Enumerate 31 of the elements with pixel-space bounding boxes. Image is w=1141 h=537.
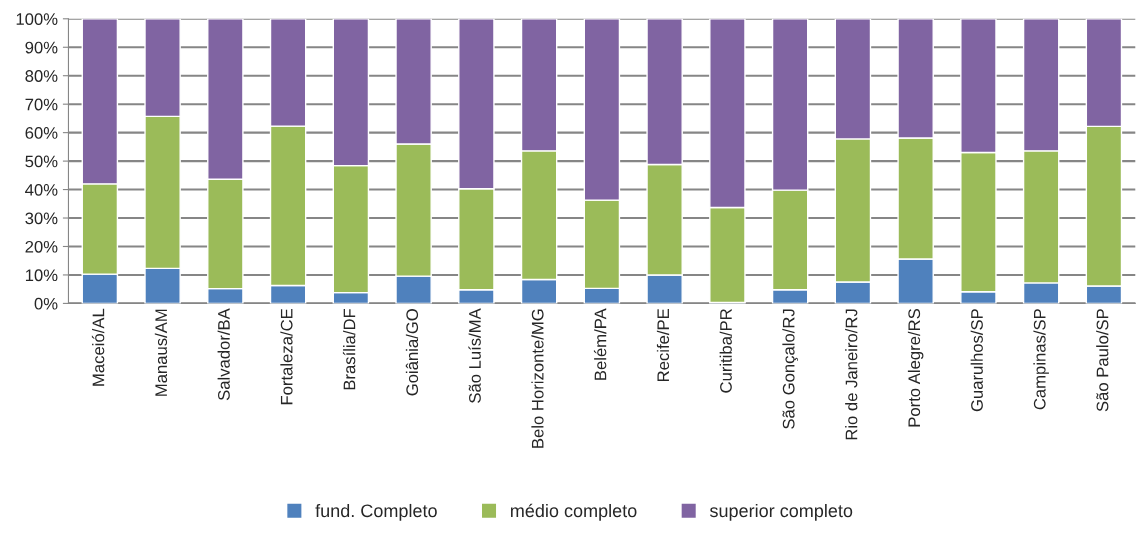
x-tick-label: Fortaleza/CE bbox=[280, 308, 293, 405]
x-tick-label: Curitiba/PR bbox=[719, 309, 732, 393]
x-tick-label: São Luís/MA bbox=[468, 308, 481, 403]
y-tick-label: 90% bbox=[25, 41, 58, 54]
y-tick-label: 70% bbox=[25, 98, 58, 111]
y-tick-label: 30% bbox=[25, 212, 58, 225]
y-tick-label: 80% bbox=[25, 70, 58, 82]
x-tick-label: Brasília/DF bbox=[342, 308, 356, 390]
y-tick-label: 50% bbox=[25, 155, 58, 168]
x-tick-label: Recife/PE bbox=[656, 308, 670, 381]
x-tick-label: Campinas/SP bbox=[1033, 309, 1049, 410]
y-tick-label: 100% bbox=[16, 13, 58, 25]
y-tick-label: 0% bbox=[34, 297, 58, 310]
x-tick-label: Manaus/AM bbox=[154, 309, 168, 396]
x-tick-label: São Paulo/SP bbox=[1096, 309, 1109, 412]
x-tick-label: Goiânia/GO bbox=[405, 309, 419, 396]
y-tick-label: 10% bbox=[25, 269, 58, 282]
x-tick-label: Belo Horizonte/MG bbox=[531, 309, 544, 448]
x-tick-label: São Gonçalo/RJ bbox=[782, 309, 798, 429]
y-tick-label: 20% bbox=[25, 240, 58, 253]
x-tick-label: Guarulhos/SP bbox=[970, 309, 983, 412]
legend-label: superior completo bbox=[709, 503, 853, 521]
y-tick-label: 60% bbox=[25, 127, 58, 139]
legend-label: médio completo bbox=[510, 503, 637, 521]
x-tick-label: Maceió/AL bbox=[91, 308, 105, 386]
y-tick-label: 40% bbox=[25, 183, 58, 196]
x-tick-label: Salvador/BA bbox=[217, 308, 230, 401]
legend-label: fund. Completo bbox=[315, 503, 437, 521]
x-tick-label: Rio de Janeiro/RJ bbox=[845, 309, 858, 440]
x-tick-label: Belém/PA bbox=[593, 308, 607, 380]
x-tick-label: Porto Alegre/RS bbox=[907, 309, 924, 427]
